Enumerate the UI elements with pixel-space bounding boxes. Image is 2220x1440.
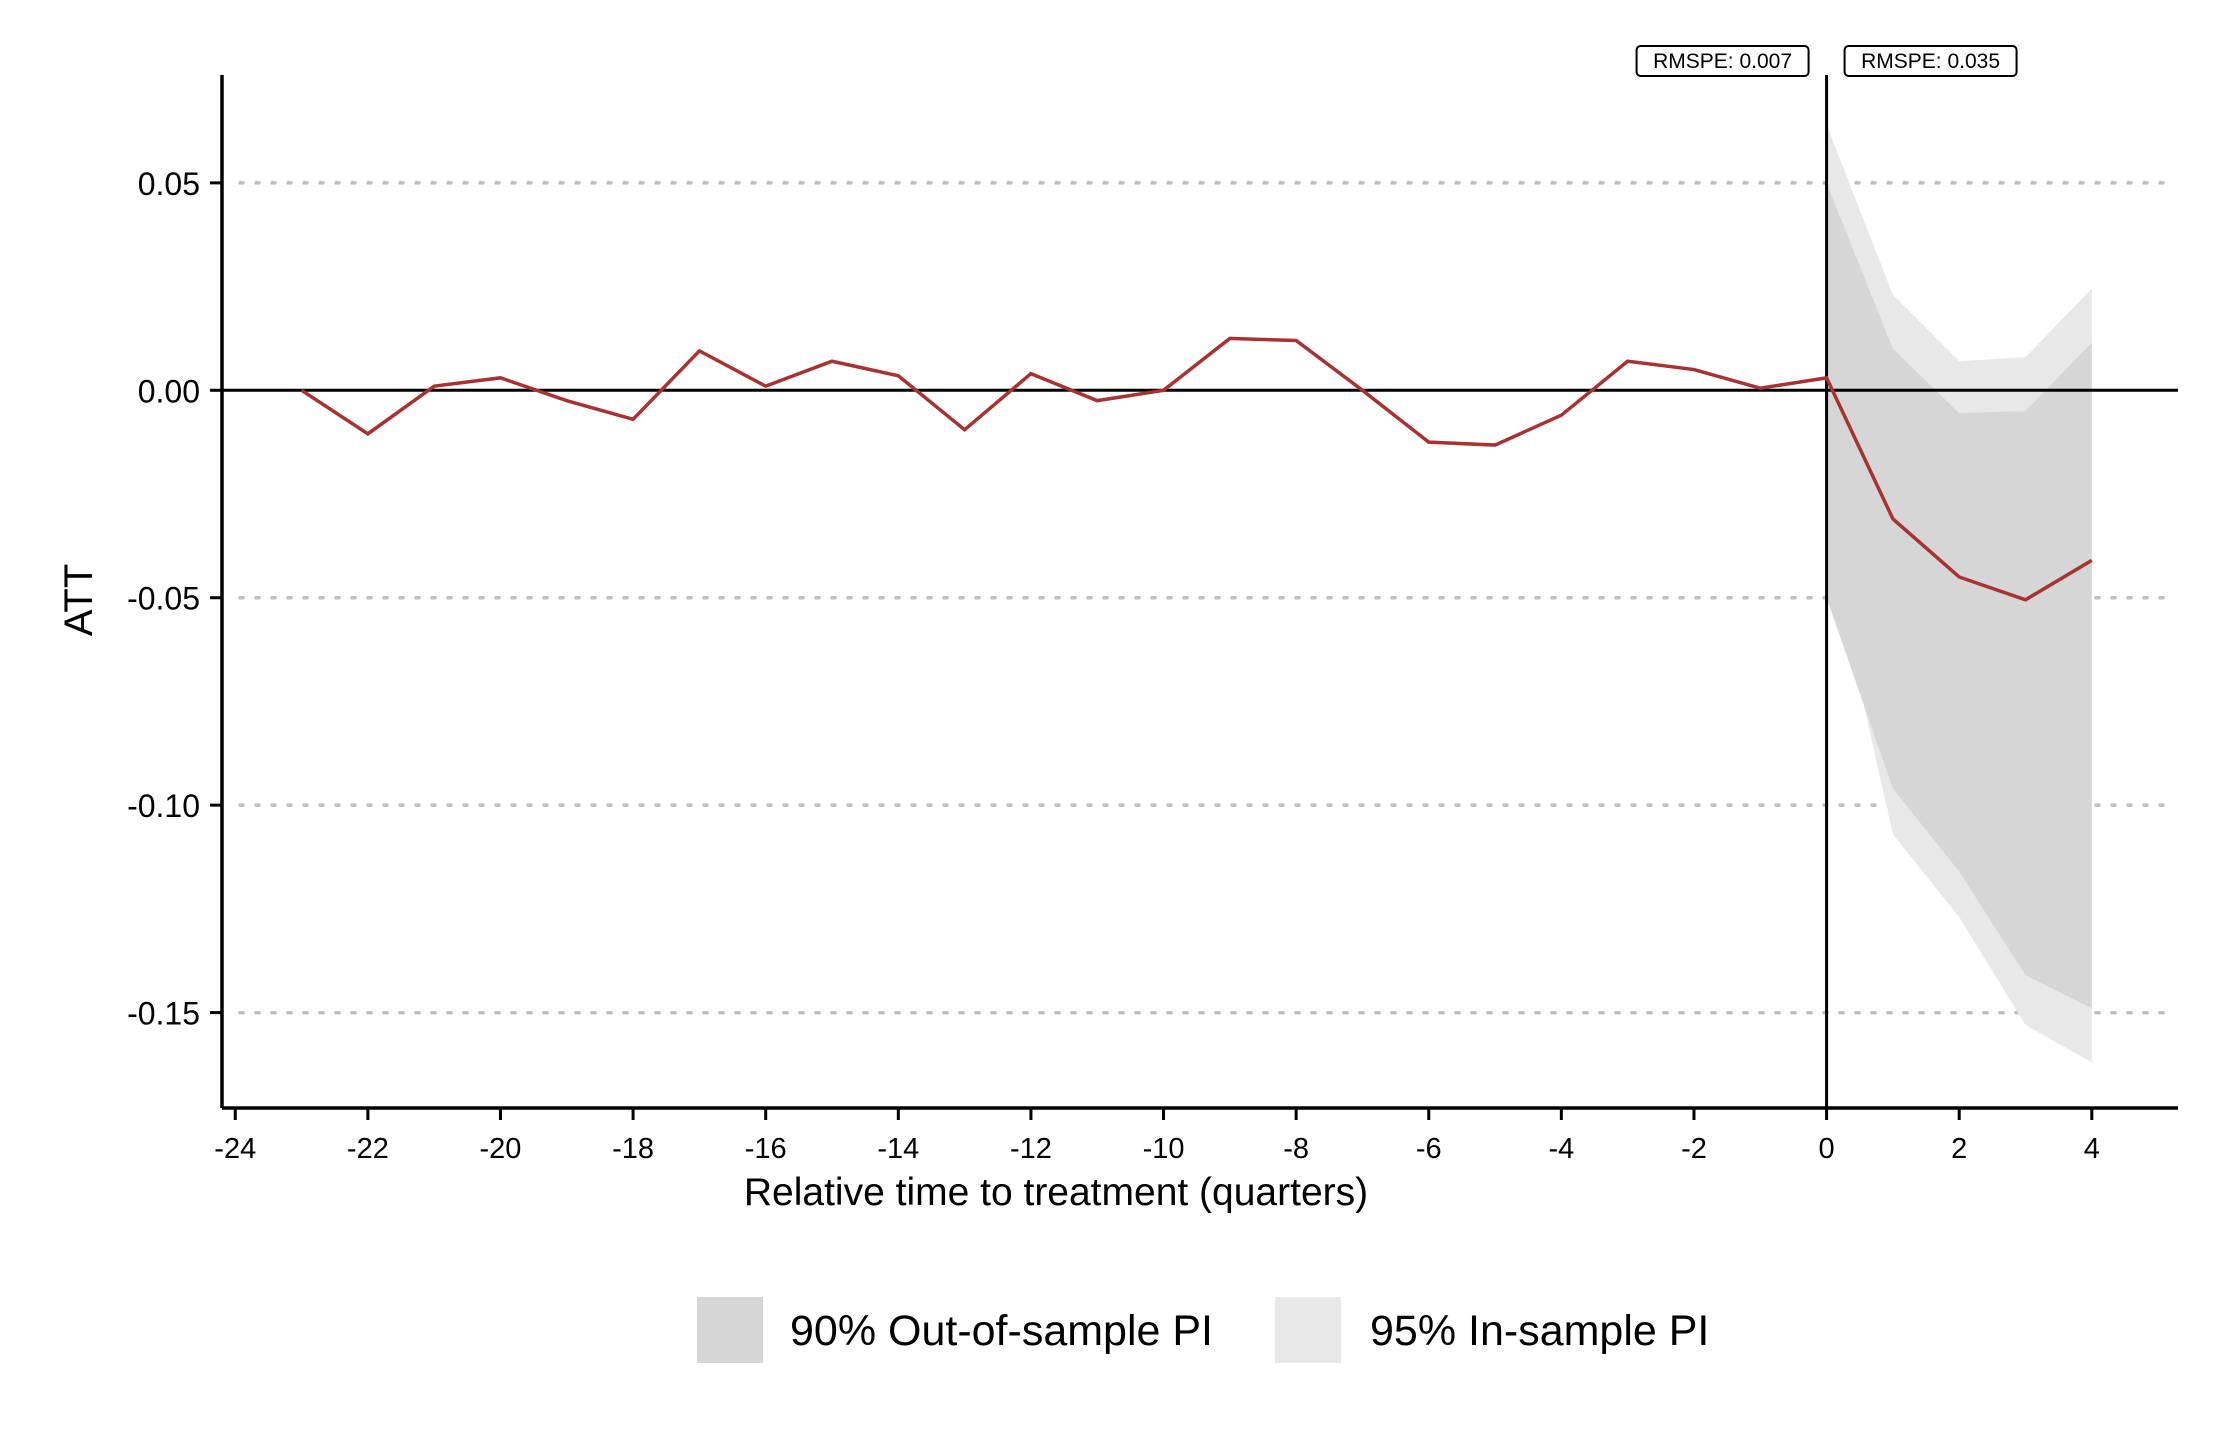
prediction-interval-bands <box>1826 124 2092 1063</box>
gridlines <box>238 181 2170 1015</box>
y-axis-title: ATT <box>57 564 101 637</box>
y-tick-label: -0.05 <box>127 581 200 617</box>
x-axis-title: Relative time to treatment (quarters) <box>744 1171 1368 1214</box>
y-tick-label: 0.05 <box>138 166 200 202</box>
legend-swatch-in-sample <box>1275 1297 1341 1363</box>
att-line <box>300 336 2093 602</box>
x-tick-label: -22 <box>347 1133 389 1165</box>
x-tick-label: -16 <box>745 1133 787 1165</box>
x-tick-label: -8 <box>1283 1133 1309 1165</box>
y-tick-label: -0.15 <box>127 996 200 1032</box>
rmspe-annotations: RMSPE: 0.007 RMSPE: 0.035 <box>1635 45 2018 77</box>
rmspe-label: RMSPE: 0.035 <box>1861 50 2000 73</box>
y-tick-label: 0.00 <box>138 373 200 409</box>
x-tick-label: -18 <box>612 1133 654 1165</box>
legend-label-out-of-sample: 90% Out-of-sample PI <box>790 1307 1213 1355</box>
x-tick-label: 2 <box>1951 1133 1967 1165</box>
rmspe-box <box>1635 45 1810 77</box>
att-series <box>300 336 2093 602</box>
reference-lines <box>222 75 2178 1108</box>
legend-label-in-sample: 95% In-sample PI <box>1370 1307 1709 1355</box>
legend: 90% Out-of-sample PI 95% In-sample PI <box>697 1297 1709 1363</box>
x-tick-label: -24 <box>214 1133 256 1165</box>
x-tick-label: -12 <box>1010 1133 1052 1165</box>
x-tick-label: -20 <box>480 1133 522 1165</box>
x-tick-label: 4 <box>2084 1133 2100 1165</box>
y-tick-label: -0.10 <box>127 788 200 824</box>
axes: 0.050.00-0.05-0.10-0.15-24 -22 -20 -18 -16 -1… <box>127 75 2178 1165</box>
x-tick-label: -2 <box>1681 1133 1707 1165</box>
x-tick-label: -14 <box>877 1133 919 1165</box>
rmspe-box <box>1843 45 2018 77</box>
rmspe-label: RMSPE: 0.007 <box>1653 50 1792 73</box>
legend-swatch-out-of-sample <box>697 1297 763 1363</box>
x-tick-label: -10 <box>1143 1133 1185 1165</box>
x-tick-label: -4 <box>1548 1133 1574 1165</box>
x-tick-label: -6 <box>1416 1133 1442 1165</box>
x-tick-label: 0 <box>1819 1133 1835 1165</box>
